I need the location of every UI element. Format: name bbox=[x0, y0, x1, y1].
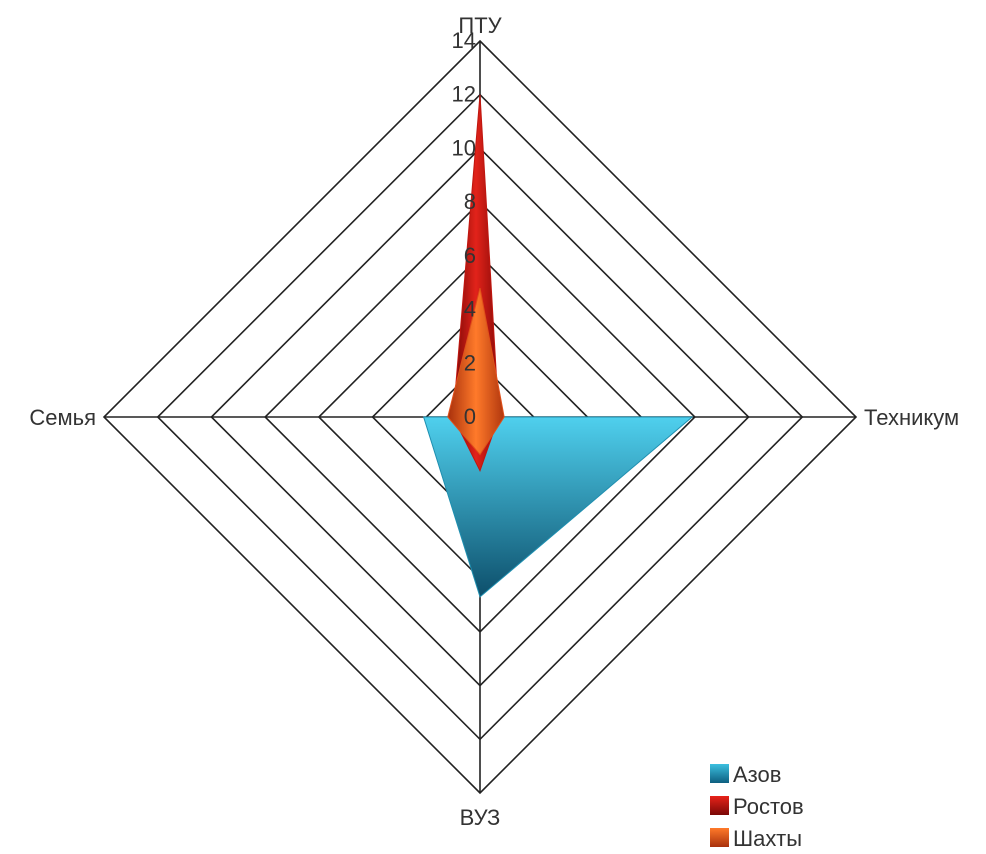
tick-label: 8 bbox=[464, 189, 476, 214]
tick-label: 2 bbox=[464, 350, 476, 375]
tick-label: 4 bbox=[464, 297, 476, 322]
axis-label: Техникум bbox=[864, 405, 959, 430]
tick-label: 6 bbox=[464, 243, 476, 268]
series-area-3 bbox=[447, 287, 505, 456]
series-area-1 bbox=[422, 416, 694, 598]
tick-label: 14 bbox=[452, 28, 476, 53]
radar-series bbox=[422, 94, 694, 598]
radar-grid bbox=[102, 39, 858, 795]
radial-tick-labels: 0 2 4 6 8 10 12 14 bbox=[452, 28, 476, 429]
tick-label: 12 bbox=[452, 82, 476, 107]
axis-label: ВУЗ bbox=[460, 805, 501, 830]
axis-label: ПТУ bbox=[458, 13, 502, 38]
legend-swatch bbox=[710, 828, 729, 847]
legend-swatch bbox=[710, 796, 729, 815]
axis-labels: ПТУ Техникум ВУЗ Семья bbox=[29, 13, 959, 830]
legend-label: Шахты bbox=[733, 826, 802, 851]
legend: Азов Ростов Шахты bbox=[710, 762, 804, 851]
tick-label: 0 bbox=[464, 404, 476, 429]
legend-swatch bbox=[710, 764, 729, 783]
tick-label: 10 bbox=[452, 135, 476, 160]
legend-label: Ростов bbox=[733, 794, 804, 819]
legend-label: Азов bbox=[733, 762, 781, 787]
axis-label: Семья bbox=[29, 405, 96, 430]
